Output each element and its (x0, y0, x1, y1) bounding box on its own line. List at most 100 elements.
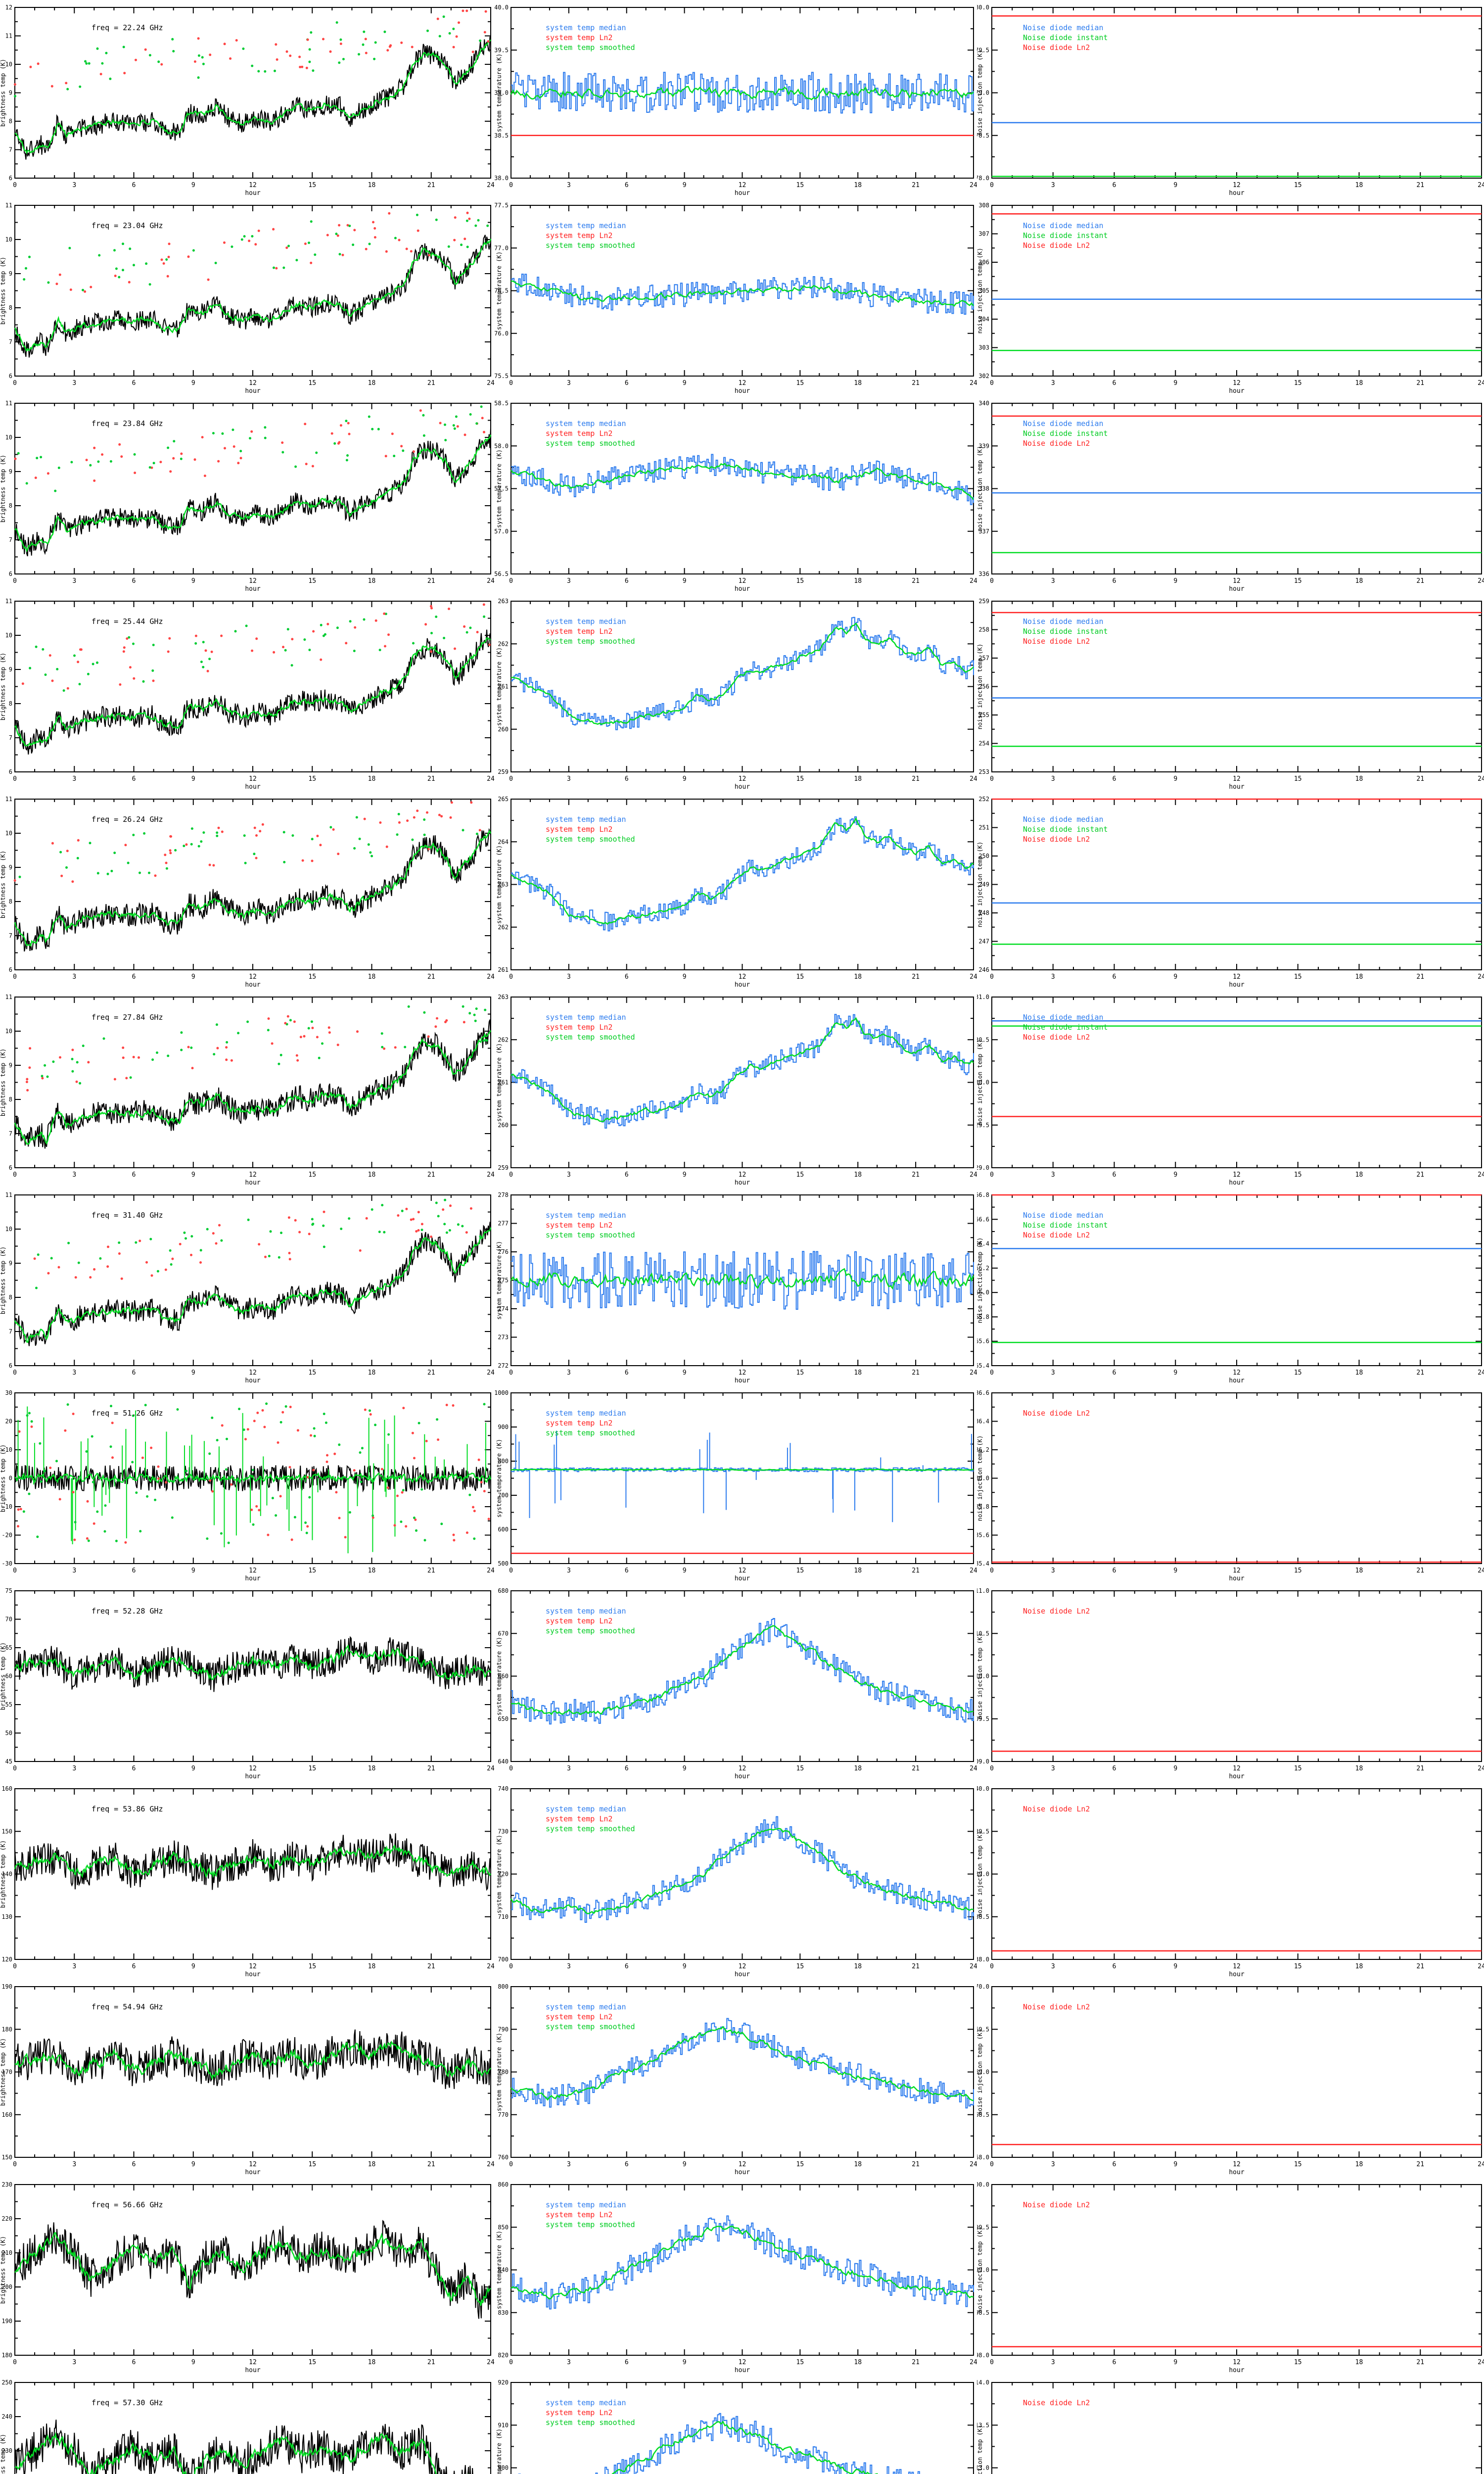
scatter-dot (448, 608, 450, 610)
x-tick-label: 24 (970, 1567, 977, 1574)
y-tick-label: 338.5 (495, 132, 509, 139)
scatter-dot (316, 1036, 319, 1039)
y-tick-label: 9 (9, 270, 12, 277)
x-tick-label: 24 (487, 775, 495, 783)
scatter-dot (455, 415, 458, 418)
scatter-dot (433, 646, 436, 649)
scatter-dot (91, 1435, 93, 1438)
plot-canvas: 03691215182124200210220230240250hourbrig… (0, 2379, 491, 2474)
x-tick-label: 3 (1051, 182, 1055, 189)
x-tick-label: 18 (854, 577, 862, 585)
scatter-dot (449, 1204, 452, 1207)
scatter-dot (25, 482, 28, 485)
scatter-dot (336, 234, 339, 237)
scatter-dot (261, 823, 264, 826)
scatter-dot (71, 1057, 74, 1060)
scatter-dot (462, 829, 464, 832)
x-tick-label: 21 (912, 1963, 920, 1970)
scatter-dot (165, 867, 168, 870)
x-tick-label: 15 (1294, 182, 1302, 189)
scatter-dot (412, 450, 415, 453)
x-tick-label: 6 (1113, 380, 1116, 387)
x-tick-label: 18 (854, 182, 862, 189)
y-tick-label: 840 (498, 2267, 509, 2274)
scatter-dot (220, 1532, 223, 1535)
scatter-dot (445, 1019, 448, 1022)
plot-canvas: 0 3 6 9 12 15 18 21 24272273274275276277278hours… (496, 1191, 977, 1384)
x-tick-label: 0 (13, 1171, 17, 1179)
y-axis-label: noise injection temp (K) (977, 50, 983, 136)
scatter-dot (279, 1053, 282, 1056)
median-trace (518, 2413, 920, 2474)
scatter-dot (253, 1420, 256, 1423)
scatter-dot (436, 17, 439, 20)
legend-noise-diode-median: Noise diode median (1023, 23, 1104, 32)
raw-trace (14, 1221, 491, 1346)
plot-frame (991, 1986, 1482, 2158)
x-tick-label: 18 (854, 2161, 862, 2168)
y-tick-label: 770 (498, 2111, 509, 2118)
x-axis-label: hour (1229, 981, 1244, 989)
plot-row: 0 3 6 9 12 15 18 21 24 120 130 140 150 160 hour brightn… (0, 1781, 1484, 1979)
x-tick-label: 21 (1416, 1171, 1424, 1179)
x-tick-label: 9 (191, 1567, 195, 1574)
noise-diode-plot: 03691215182124265.4265.6265.8266.0266.22… (977, 1188, 1484, 1385)
scatter-dot (389, 44, 392, 47)
x-tick-label: 0 (509, 1171, 513, 1179)
scatter-dot (209, 1479, 211, 1482)
scatter-dot (218, 1224, 221, 1227)
scatter-dot (272, 228, 275, 231)
scatter-dot (18, 875, 21, 878)
scatter-dot (238, 1408, 241, 1410)
scatter-dot (13, 879, 16, 882)
scatter-dot (323, 1245, 325, 1248)
x-tick-label: 24 (487, 973, 495, 981)
x-tick-label: 3 (567, 2359, 571, 2366)
scatter-dot (82, 288, 84, 291)
scatter-dot (457, 1223, 460, 1226)
scatter-dot (481, 417, 484, 420)
x-tick-label: 9 (683, 182, 687, 189)
legend-system-temp-smoothed: system temp smoothed (546, 1033, 635, 1042)
scatter-dot (150, 1274, 153, 1277)
scatter-dot (282, 646, 284, 649)
x-tick-label: 15 (1294, 380, 1302, 387)
y-tick-label: 7 (9, 1130, 12, 1137)
y-tick-label: 210 (1, 2249, 12, 2256)
scatter-dot (367, 843, 370, 846)
brightness-temp-plot: 0 3 6 9 12 15 18 21 24 6 7 8 9 10 11 hour brightness tem… (0, 396, 495, 594)
scatter-dot (438, 35, 441, 38)
legend-noise-diode-median: Noise diode median (1023, 419, 1104, 428)
scatter-dot (93, 446, 96, 449)
x-tick-label: 24 (1478, 577, 1484, 585)
x-tick-label: 6 (132, 2359, 136, 2366)
y-axis-label: brightness temp (K) (0, 2236, 6, 2304)
x-tick-label: 15 (796, 1765, 804, 1772)
scatter-dot (47, 281, 50, 284)
freq-label: freq = 57.30 GHz (92, 2398, 163, 2407)
y-tick-label: 10 (5, 236, 12, 243)
y-tick-label: 258.5 (495, 400, 509, 407)
y-tick-label: 850 (498, 2224, 509, 2231)
x-tick-label: 12 (739, 1765, 746, 1772)
scatter-dot (122, 1056, 125, 1059)
x-tick-label: 9 (683, 1171, 687, 1179)
scatter-dot (255, 1505, 258, 1508)
scatter-dot (65, 82, 68, 85)
x-tick-label: 18 (854, 1369, 862, 1377)
scatter-dot (286, 1015, 289, 1018)
scatter-dot (77, 661, 80, 664)
scatter-dot (215, 1023, 218, 1026)
y-tick-label: -10 (1, 1503, 12, 1510)
x-tick-label: 0 (990, 182, 994, 189)
scatter-dot (151, 1058, 154, 1061)
scatter-dot (308, 60, 311, 63)
scatter-dot (271, 1497, 274, 1500)
x-tick-label: 9 (683, 2359, 687, 2366)
scatter-dot (285, 246, 288, 249)
scatter-dot (437, 1438, 440, 1441)
scatter-dot (185, 1470, 188, 1473)
plot-frame (991, 2382, 1482, 2474)
x-tick-label: 6 (1113, 1567, 1116, 1574)
x-tick-label: 3 (1051, 973, 1055, 981)
